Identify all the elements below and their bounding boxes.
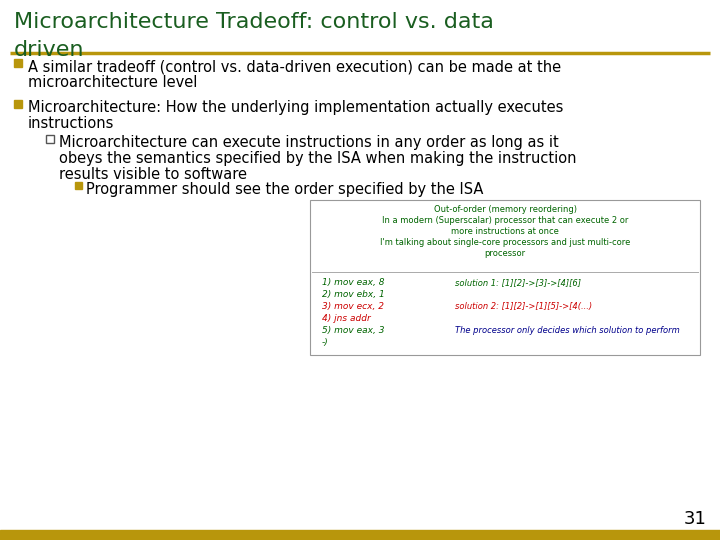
- Text: Out-of-order (memory reordering): Out-of-order (memory reordering): [433, 205, 577, 214]
- Text: results visible to software: results visible to software: [59, 167, 247, 182]
- Text: The processor only decides which solution to perform: The processor only decides which solutio…: [455, 326, 680, 335]
- Text: solution 1: [1][2]->[3]->[4][6]: solution 1: [1][2]->[3]->[4][6]: [455, 278, 581, 287]
- Text: more instructions at once: more instructions at once: [451, 227, 559, 236]
- Text: driven: driven: [14, 40, 84, 60]
- Bar: [46, 135, 54, 143]
- Text: 3) mov ecx, 2: 3) mov ecx, 2: [322, 302, 384, 311]
- Text: -): -): [322, 338, 329, 347]
- Text: microarchitecture level: microarchitecture level: [28, 75, 197, 90]
- Text: 1) mov eax, 8: 1) mov eax, 8: [322, 278, 384, 287]
- Text: Microarchitecture Tradeoff: control vs. data: Microarchitecture Tradeoff: control vs. …: [14, 12, 494, 32]
- Text: obeys the semantics specified by the ISA when making the instruction: obeys the semantics specified by the ISA…: [59, 151, 577, 166]
- Text: A similar tradeoff (control vs. data-driven execution) can be made at the: A similar tradeoff (control vs. data-dri…: [28, 59, 561, 74]
- Bar: [14, 100, 22, 108]
- Text: Microarchitecture can execute instructions in any order as long as it: Microarchitecture can execute instructio…: [59, 135, 559, 150]
- Bar: [310, 200, 700, 355]
- Bar: [14, 59, 22, 67]
- Text: Programmer should see the order specified by the ISA: Programmer should see the order specifie…: [86, 182, 483, 197]
- Bar: [0, 530, 720, 540]
- Text: 5) mov eax, 3: 5) mov eax, 3: [322, 326, 384, 335]
- Bar: [75, 182, 82, 189]
- Text: 2) mov ebx, 1: 2) mov ebx, 1: [322, 290, 384, 299]
- Text: In a modern (Superscalar) processor that can execute 2 or: In a modern (Superscalar) processor that…: [382, 216, 628, 225]
- Text: 4) jns addr: 4) jns addr: [322, 314, 371, 323]
- Text: instructions: instructions: [28, 116, 114, 131]
- Text: processor: processor: [485, 249, 526, 258]
- Text: I'm talking about single-core processors and just multi-core: I'm talking about single-core processors…: [380, 238, 630, 247]
- Text: solution 2: [1][2]->[1][5]->[4(...): solution 2: [1][2]->[1][5]->[4(...): [455, 302, 592, 311]
- Text: 31: 31: [684, 510, 707, 528]
- Text: Microarchitecture: How the underlying implementation actually executes: Microarchitecture: How the underlying im…: [28, 100, 563, 115]
